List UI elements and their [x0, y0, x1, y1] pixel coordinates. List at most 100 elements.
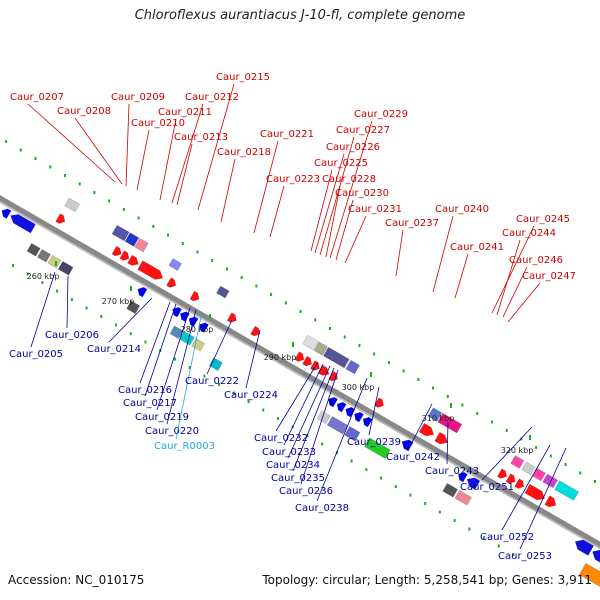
leader-line-top-19 — [432, 215, 454, 293]
reverse-gene-10 — [354, 411, 364, 423]
guide-dot-bottom — [188, 366, 191, 370]
gene-label-top-21: Caur_0244 — [502, 228, 556, 239]
leader-line-bottom-8 — [206, 319, 233, 375]
leader-line-bottom-5 — [156, 307, 191, 411]
guide-dot-top — [373, 352, 376, 356]
guide-dot-top — [520, 437, 523, 441]
gene-label-bottom-4: Caur_0217 — [123, 398, 177, 409]
leader-line-top-17 — [344, 215, 367, 264]
guide-dot-top — [34, 156, 37, 160]
guide-dot-top — [5, 139, 8, 143]
guide-dot-bottom — [262, 408, 265, 412]
leader-line-top-7 — [197, 83, 235, 211]
reverse-gene-11 — [362, 416, 373, 428]
leader-line-bottom-14 — [300, 369, 339, 485]
guide-dot-top — [402, 369, 405, 373]
forward-gene-15 — [418, 422, 435, 437]
reverse-gene-8-shape — [336, 401, 347, 413]
guide-dot-top — [78, 182, 81, 186]
reverse-block-11 — [344, 426, 361, 442]
guide-dot-top — [19, 148, 22, 152]
leader-line-top-10 — [269, 185, 285, 238]
forward-block-11 — [437, 412, 463, 434]
gene-label-top-3: Caur_0210 — [131, 118, 185, 129]
forward-gene-15-shape — [418, 422, 435, 437]
guide-dot-top — [564, 462, 567, 466]
guide-dot-top — [549, 454, 552, 458]
guide-dot-bottom — [365, 468, 368, 472]
gene-label-bottom-12: Caur_0234 — [266, 460, 320, 471]
forward-block-9-shape — [345, 359, 360, 375]
tick-label-4: 300 kbp — [342, 383, 375, 392]
forward-gene-9-shape — [294, 351, 305, 362]
leader-line-bottom-4 — [144, 303, 177, 397]
tick-label-5: 310 kbp — [422, 414, 455, 423]
forward-gene-21 — [544, 495, 557, 508]
tick-label-2: 280 kbp — [181, 325, 214, 334]
reverse-block-14-shape — [454, 490, 472, 506]
gene-label-bottom-18: Caur_0243 — [425, 466, 479, 477]
leader-line-top-15 — [329, 120, 373, 259]
guide-dot-top — [535, 445, 538, 449]
guide-dot-top — [93, 190, 96, 194]
guide-dot-top — [181, 241, 184, 245]
forward-block-4 — [168, 258, 182, 271]
forward-block-12-shape — [510, 455, 525, 469]
forward-block-3 — [134, 237, 149, 253]
forward-block-9 — [345, 359, 360, 375]
forward-gene-10-shape — [302, 355, 312, 367]
reverse-block-1 — [37, 249, 51, 263]
forward-block-13-shape — [521, 461, 536, 476]
forward-block-15-shape — [542, 473, 558, 489]
forward-gene-19-shape — [514, 478, 525, 489]
tick-mark-0 — [55, 261, 57, 266]
leader-line-bottom-1 — [66, 275, 69, 329]
leader-line-top-4 — [159, 118, 177, 201]
leader-line-bottom-21 — [519, 447, 567, 550]
gene-label-top-6: Caur_0213 — [174, 132, 228, 143]
guide-dot-top — [387, 360, 390, 364]
forward-block-11-shape — [437, 412, 463, 434]
reverse-block-2 — [47, 255, 62, 269]
forward-block-0 — [64, 197, 80, 213]
gene-label-bottom-0: Caur_0205 — [9, 349, 63, 360]
forward-gene-3 — [127, 254, 139, 266]
reverse-gene-3 — [172, 306, 183, 318]
tick-mark-6 — [529, 435, 531, 440]
gene-label-top-8: Caur_0218 — [217, 147, 271, 158]
forward-gene-1-shape — [111, 245, 122, 257]
gene-label-bottom-9: Caur_0224 — [224, 390, 278, 401]
guide-dot-top — [137, 216, 140, 220]
gene-label-bottom-16: Caur_0239 — [347, 437, 401, 448]
forward-gene-7-shape — [226, 312, 237, 323]
tick-mark-5 — [450, 403, 452, 408]
forward-gene-18-shape — [505, 473, 516, 484]
reverse-gene-14-shape — [466, 477, 481, 490]
guide-dot-bottom — [203, 374, 206, 378]
reverse-gene-14 — [466, 477, 481, 490]
guide-dot-top — [593, 479, 596, 483]
reverse-gene-6 — [199, 322, 209, 333]
forward-block-10-shape — [427, 407, 443, 422]
reverse-block-14 — [454, 490, 472, 506]
forward-gene-17 — [497, 468, 507, 479]
forward-block-7-shape — [313, 341, 328, 356]
forward-gene-7 — [226, 312, 237, 323]
guide-dot-top — [299, 309, 302, 313]
reverse-gene-1 — [10, 214, 36, 234]
guide-dot-bottom — [350, 459, 353, 463]
guide-dot-top — [328, 326, 331, 330]
reverse-block-9-shape — [316, 410, 331, 424]
genome-axis — [0, 195, 600, 548]
guide-dot-top — [196, 250, 199, 254]
leader-line-bottom-2 — [108, 297, 153, 343]
leader-line-top-16 — [335, 199, 354, 261]
leader-line-top-22 — [491, 225, 535, 314]
reverse-block-4-shape — [126, 300, 141, 314]
gene-label-top-20: Caur_0241 — [450, 242, 504, 253]
gene-label-bottom-13: Caur_0235 — [271, 473, 325, 484]
forward-gene-16 — [434, 431, 449, 445]
forward-gene-9 — [294, 351, 305, 362]
guide-dot-top — [579, 471, 582, 475]
